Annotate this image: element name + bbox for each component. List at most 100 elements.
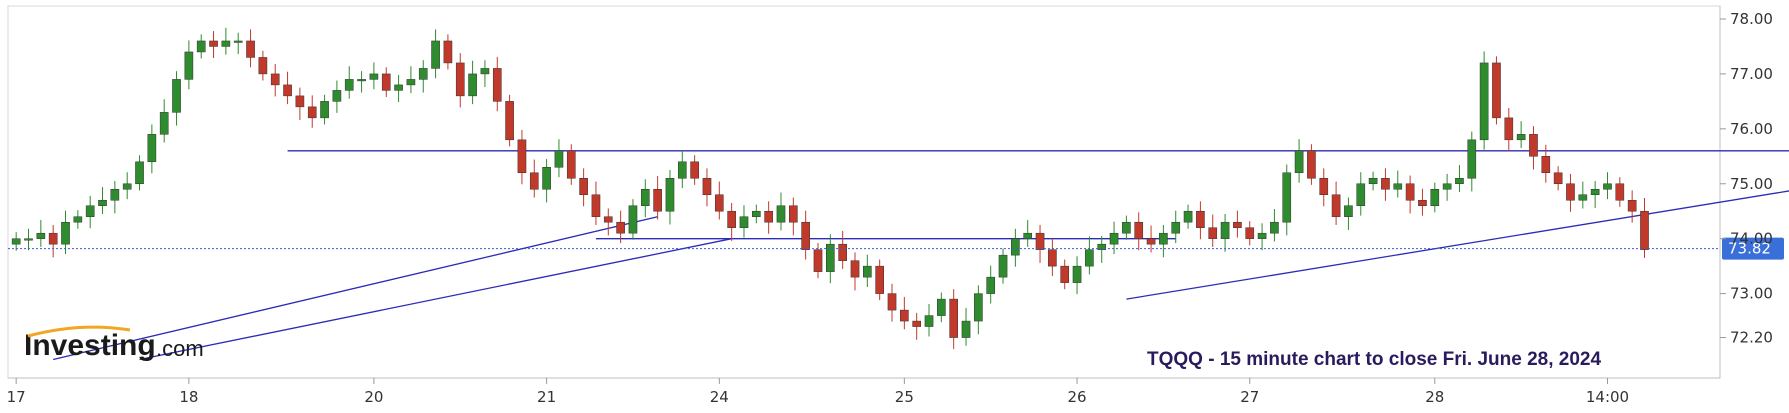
y-tick-label: 76.00 [1730,120,1773,138]
candle-down [1615,183,1625,201]
candle-up [751,210,761,217]
trendlines [53,150,1789,361]
candle-down [591,194,601,217]
candle-up [863,265,872,278]
candle-down [1208,227,1218,239]
candle-down [209,40,218,47]
candle-up [406,79,416,86]
candle-up [677,161,687,179]
candle-down [875,265,884,294]
y-tick-label: 74.00 [1730,230,1773,248]
candle-down [764,210,773,223]
candle-up [11,238,21,245]
x-tick-label: 18 [179,388,198,406]
candle-up [159,112,169,135]
candle-down [1146,238,1156,245]
candle-up [1072,265,1082,283]
candle-up [986,276,996,294]
candle-down [1566,183,1575,201]
candle-up [542,167,551,190]
candle-down [381,73,391,91]
candle-up [61,221,70,245]
candle-up [1183,210,1193,223]
candle-up [1270,221,1279,234]
candle-up [937,298,946,316]
candle-down [702,178,712,195]
candle-down [1060,265,1070,283]
candle-up [1442,183,1452,190]
candle-up [1011,238,1020,256]
candle-down [813,249,823,272]
candle-up [369,73,379,80]
candle-up [998,254,1008,278]
candle-up [826,243,835,272]
candle-down [887,293,897,311]
candle-up [1220,221,1230,239]
candle-up [1023,232,1033,239]
candle-up [418,68,428,80]
candle-up [320,101,329,119]
candle-down [1196,210,1205,228]
candle-down [307,106,317,119]
candle-down [1405,183,1415,201]
candle-up [1356,183,1366,206]
x-tick-label: 21 [537,388,556,406]
candle-down [517,139,527,174]
candle-down [1245,227,1255,239]
candles [11,27,1649,350]
candle-down [1381,178,1390,190]
candle-up [776,205,786,223]
candle-up [332,90,342,102]
candle-down [789,205,798,223]
candle-up [640,189,650,206]
candle-down [1233,221,1242,228]
candle-up [468,73,477,97]
candle-down [653,189,662,212]
candle-up [1097,243,1107,250]
candle-up [110,189,120,201]
candle-up [233,40,243,43]
candle-up [1479,62,1489,141]
candle-up [1294,150,1304,174]
candle-up [974,293,983,322]
candle-down [48,232,58,245]
candle-up [665,178,675,212]
x-tick-label: 24 [710,388,729,406]
x-tick-label: 27 [1240,388,1259,406]
candle-down [455,62,465,97]
candle-down [912,320,921,327]
candle-up [739,216,749,228]
last-price-value: 73.82 [1728,240,1771,258]
candle-up [1257,232,1267,239]
logo-suffix: .com [156,336,204,361]
candle-up [1344,205,1353,217]
candle-up [1171,221,1181,234]
candle-down [295,95,305,108]
candle-down [492,68,502,102]
candle-up [357,79,366,82]
candle-down [850,260,860,278]
candle-up [85,205,95,217]
candle-up [431,40,440,69]
candle-down [838,243,847,261]
candle-up [98,199,107,206]
candle-up [1516,134,1526,141]
candle-up [184,51,194,80]
candle-up [554,150,564,168]
x-tick-label: 17 [7,388,26,406]
candle-down [1307,150,1316,179]
candle-down [1331,194,1341,217]
candle-up [480,68,490,75]
candle-down [1627,199,1637,212]
y-tick-label: 73.00 [1730,285,1773,303]
candle-up [1430,189,1440,206]
upper-trendline [53,216,658,361]
candle-up [344,79,354,91]
candle-up [122,183,132,190]
candle-up [196,40,206,53]
candle-up [24,238,33,241]
candle-up [924,315,934,327]
candle-down [246,40,255,58]
candle-up [1109,232,1119,245]
investing-logo: Investing .com [24,325,204,362]
